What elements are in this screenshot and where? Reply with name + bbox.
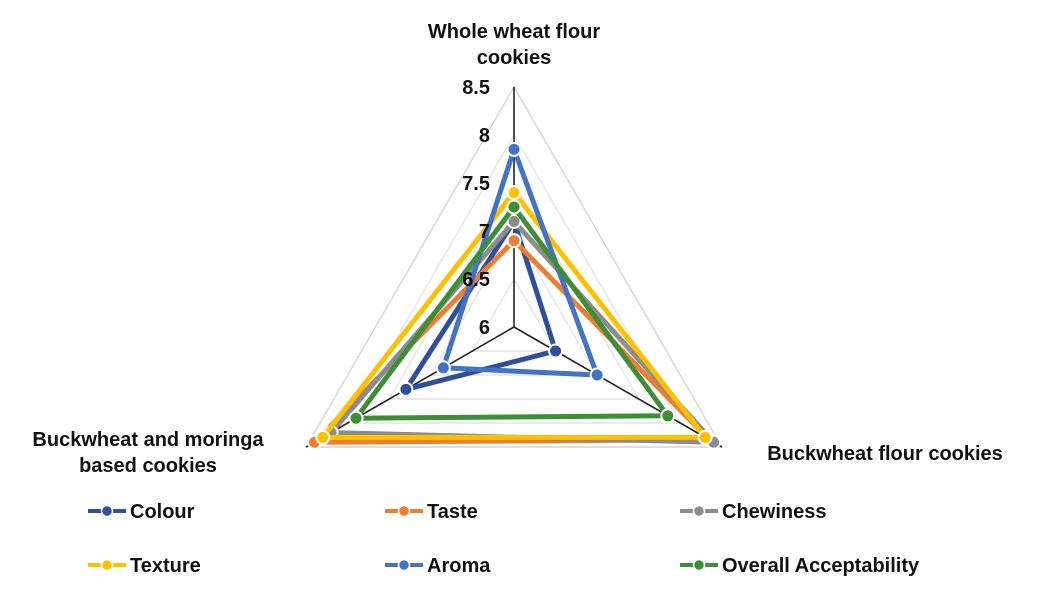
legend-label: Chewiness: [722, 501, 826, 523]
legend-label: Aroma: [427, 555, 491, 577]
legend-marker: [397, 504, 411, 518]
legend-item-aroma: Aroma: [385, 555, 491, 577]
tick-label: 6: [479, 317, 490, 339]
legend-item-overall-acceptability: Overall Acceptability: [680, 555, 920, 577]
category-label: Buckwheat and moringa based cookies: [32, 429, 264, 477]
series-line-taste: [311, 238, 712, 445]
category-label-line: Buckwheat flour cookies: [767, 443, 1003, 465]
series-line-overall-acceptability: [353, 204, 671, 421]
data-point-overall-acceptability: [348, 410, 364, 426]
data-point-overall-acceptability: [506, 199, 522, 215]
tick-label: 7.5: [462, 173, 490, 195]
series-line-texture: [320, 190, 708, 440]
data-point-aroma: [435, 360, 451, 376]
data-point-texture: [506, 185, 522, 201]
category-label-line: cookies: [477, 47, 551, 69]
legend-item-chewiness: Chewiness: [680, 501, 826, 523]
legend-item-taste: Taste: [385, 501, 478, 523]
legend-marker: [692, 558, 706, 572]
category-label: Whole wheat flour cookies: [428, 21, 600, 69]
series-overall-acceptability: [348, 199, 676, 426]
grid-ring: [346, 133, 682, 424]
legend-label: Colour: [130, 501, 195, 523]
legend-label: Taste: [427, 501, 478, 523]
data-point-overall-acceptability: [660, 408, 676, 424]
radar-tick-labels: 6 6.5 7 7.5 8 8.5: [462, 77, 490, 339]
category-label-line: Whole wheat flour: [428, 21, 600, 43]
legend-marker: [397, 558, 411, 572]
chart-legend: Colour Taste Chewiness Texture Aroma Overall …: [88, 501, 920, 577]
data-point-chewiness: [506, 213, 522, 229]
data-point-taste: [506, 233, 522, 249]
data-point-aroma: [506, 141, 522, 157]
data-point-texture: [697, 429, 713, 445]
legend-item-colour: Colour: [88, 501, 195, 523]
category-label: Buckwheat flour cookies: [767, 443, 1003, 465]
data-point-texture: [315, 429, 331, 445]
grid-ring: [429, 229, 599, 376]
legend-marker: [100, 558, 114, 572]
data-point-colour: [398, 381, 414, 397]
tick-label: 8: [479, 125, 490, 147]
legend-item-texture: Texture: [88, 555, 201, 577]
legend-marker: [100, 504, 114, 518]
data-point-colour: [548, 343, 564, 359]
category-label-line: Buckwheat and moringa: [32, 429, 264, 451]
category-label-line: based cookies: [79, 455, 217, 477]
grid-ring: [304, 85, 724, 448]
tick-label: 7: [479, 221, 490, 243]
grid-ring: [471, 277, 557, 352]
radar-axis-line: [513, 326, 723, 448]
tick-label: 8.5: [462, 77, 490, 99]
series-texture: [315, 185, 713, 445]
tick-label: 6.5: [462, 269, 490, 291]
legend-label: Overall Acceptability: [722, 555, 920, 577]
legend-marker: [692, 504, 706, 518]
legend-label: Texture: [130, 555, 201, 577]
radar-category-labels: Whole wheat flour cookies Buckwheat flour …: [32, 21, 1002, 477]
data-point-aroma: [589, 367, 605, 383]
radar-series: [306, 141, 722, 450]
